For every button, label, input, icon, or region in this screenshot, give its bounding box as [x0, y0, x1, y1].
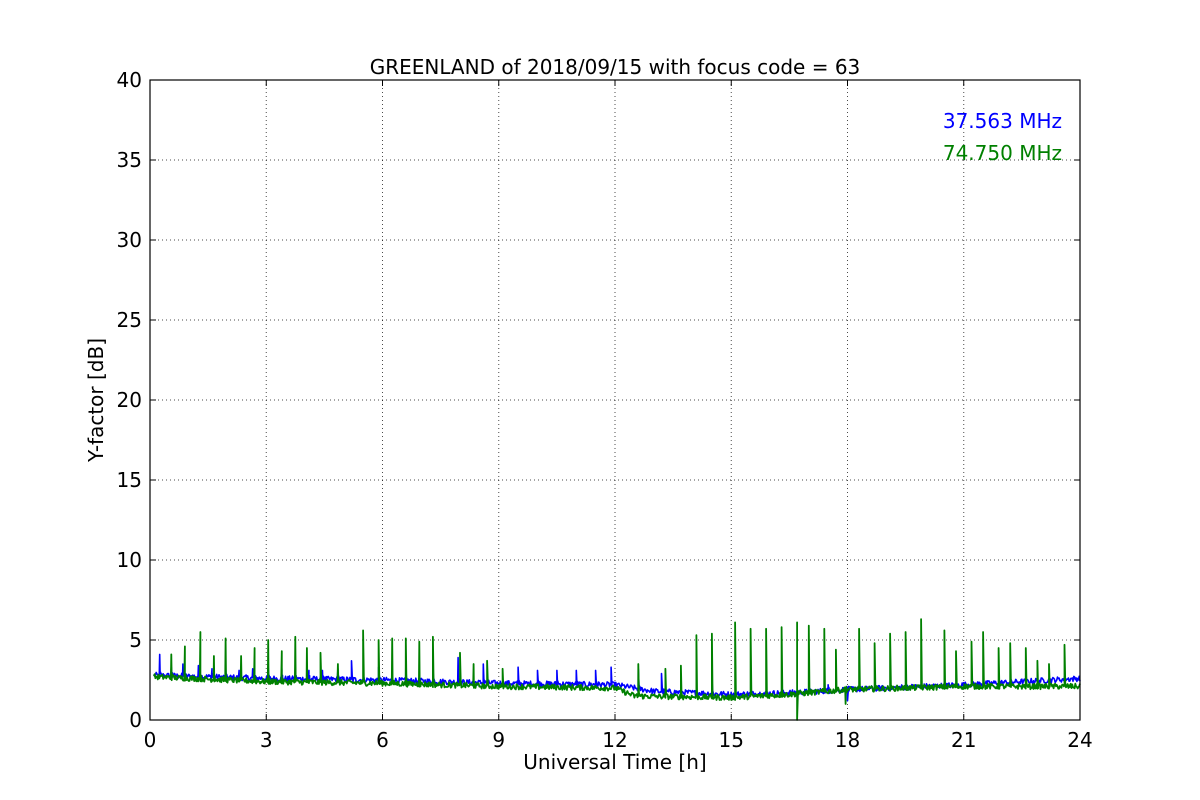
y-tick-label: 30	[117, 228, 142, 252]
y-axis-label: Y-factor [dB]	[84, 338, 108, 463]
x-tick-label: 15	[719, 728, 744, 752]
legend-entry-1: 37.563 MHz	[943, 109, 1062, 133]
y-tick-label: 5	[129, 628, 142, 652]
series-line-2	[153, 618, 1081, 721]
ticks: 0 3 6 9 12 15 18 21 24 0 5 10 15 20 25 30 35 40	[117, 68, 1093, 752]
x-tick-label: 18	[835, 728, 860, 752]
y-tick-label: 35	[117, 148, 142, 172]
series-layer	[153, 618, 1081, 721]
y-tick-label: 15	[117, 468, 142, 492]
x-tick-label: 9	[492, 728, 505, 752]
x-tick-label: 0	[144, 728, 157, 752]
chart-title: GREENLAND of 2018/09/15 with focus code …	[370, 55, 861, 79]
x-tick-label: 21	[951, 728, 976, 752]
legend-entry-2: 74.750 MHz	[943, 141, 1062, 165]
x-tick-label: 12	[602, 728, 627, 752]
legend: 37.563 MHz 74.750 MHz	[943, 109, 1062, 165]
x-tick-label: 24	[1067, 728, 1092, 752]
grid	[150, 80, 1080, 720]
y-tick-label: 20	[117, 388, 142, 412]
y-tick-label: 40	[117, 68, 142, 92]
x-axis-label: Universal Time [h]	[523, 750, 706, 774]
y-tick-label: 10	[117, 548, 142, 572]
x-tick-label: 3	[260, 728, 273, 752]
y-tick-label: 25	[117, 308, 142, 332]
x-tick-label: 6	[376, 728, 389, 752]
y-tick-label: 0	[129, 708, 142, 732]
